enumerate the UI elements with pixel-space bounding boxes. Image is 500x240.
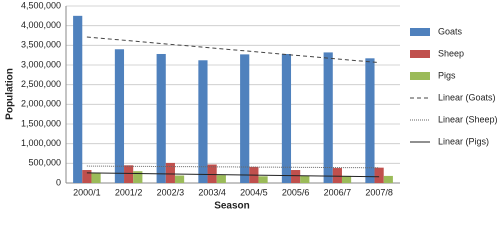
legend-label: Goats	[438, 26, 463, 36]
bar	[341, 175, 352, 183]
bar	[374, 167, 384, 183]
legend-label: Linear (Pigs)	[438, 136, 489, 146]
x-tick-label: 2004/5	[240, 187, 268, 197]
legend-label: Linear (Goats)	[438, 92, 496, 102]
bar	[165, 162, 175, 183]
legend-label: Pigs	[438, 70, 456, 80]
chart: Population Season 0 500,000 1,000,000 1,500…	[5, 0, 498, 212]
bar	[365, 58, 375, 183]
y-tick-label: 3,500,000	[21, 40, 61, 50]
trend-line	[86, 172, 380, 178]
y-tick-label: 3,000,000	[21, 59, 61, 69]
bar	[124, 165, 134, 183]
bar	[156, 53, 166, 184]
bar	[91, 172, 101, 183]
legend-swatch	[410, 28, 430, 36]
bar	[73, 15, 83, 184]
x-tick-label: 2000/1	[73, 187, 101, 197]
x-tick-label: 2005/6	[282, 187, 310, 197]
y-tick-label: 4,500,000	[21, 0, 61, 10]
legend-label: Linear (Sheep)	[438, 114, 498, 124]
bar	[383, 175, 393, 183]
bar	[133, 171, 143, 183]
legend-swatch	[410, 72, 430, 80]
bar	[332, 168, 342, 183]
y-tick-label: 1,000,000	[21, 138, 61, 148]
y-tick-label: 4,000,000	[21, 20, 61, 30]
bar	[82, 170, 92, 183]
bar	[291, 170, 301, 183]
x-tick-label: 2007/8	[365, 187, 393, 197]
y-tick-label: 0	[56, 177, 61, 187]
x-tick-label: 2001/2	[115, 187, 143, 197]
bar	[323, 52, 333, 184]
y-tick-label: 1,500,000	[21, 118, 61, 128]
y-tick-label: 2,500,000	[21, 79, 61, 89]
x-axis-label: Season	[214, 201, 250, 212]
bar	[174, 175, 185, 183]
bar	[207, 164, 217, 183]
x-tick-label: 2002/3	[157, 187, 185, 197]
legend-swatch	[410, 50, 430, 58]
bar	[198, 60, 208, 183]
bar	[281, 53, 292, 184]
y-axis-label: Population	[5, 68, 16, 120]
y-tick-label: 500,000	[28, 158, 61, 168]
trend-line	[86, 165, 380, 169]
y-tick-label: 2,000,000	[21, 99, 61, 109]
bar	[300, 175, 310, 183]
bar	[240, 54, 250, 183]
bar	[114, 49, 125, 184]
x-tick-label: 2003/4	[198, 187, 226, 197]
bar	[258, 176, 268, 183]
legend-label: Sheep	[438, 48, 464, 58]
trend-line	[86, 36, 380, 64]
x-tick-label: 2006/7	[324, 187, 352, 197]
bar	[216, 175, 226, 183]
